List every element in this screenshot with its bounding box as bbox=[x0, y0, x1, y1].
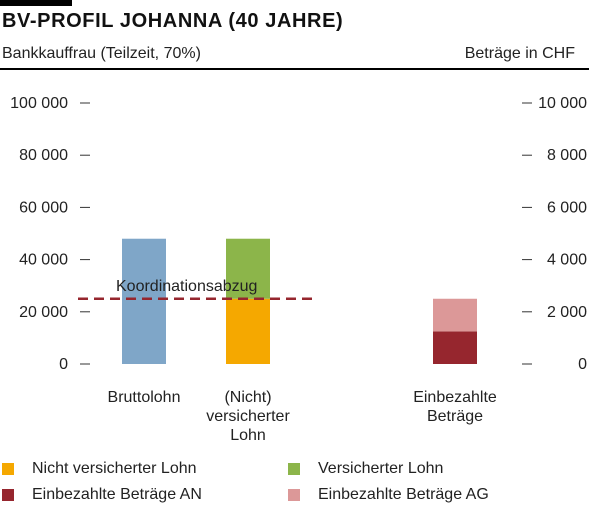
koordinationsabzug-label: Koordinationsabzug bbox=[116, 278, 257, 295]
legend-swatch bbox=[288, 463, 300, 475]
bar-segment bbox=[226, 298, 270, 364]
right-axis-ticks: 10 000 8 000 6 000 4 000 2 000 0 bbox=[522, 95, 587, 373]
legend: Nicht versicherter Lohn Versicherter Lohn… bbox=[0, 458, 589, 508]
legend-item: Versicherter Lohn bbox=[288, 460, 443, 478]
legend-label: Versicherter Lohn bbox=[318, 460, 444, 477]
legend-label: Einbezahlte Beträge AN bbox=[32, 486, 202, 503]
left-tick-label: 0 bbox=[59, 356, 68, 373]
category-label: Beträge bbox=[427, 408, 483, 425]
category-label: (Nicht) bbox=[224, 389, 271, 406]
legend-label: Einbezahlte Beträge AG bbox=[318, 486, 489, 503]
bars bbox=[122, 238, 477, 364]
legend-swatch bbox=[288, 489, 300, 501]
title-accent-bar bbox=[0, 0, 72, 6]
left-tick-label: 80 000 bbox=[19, 147, 68, 164]
category-labels: Bruttolohn (Nicht) versicherter Lohn Einbeza… bbox=[108, 389, 497, 444]
bar-segment bbox=[433, 298, 477, 332]
header-rule bbox=[0, 68, 589, 70]
legend-item: Einbezahlte Beträge AG bbox=[288, 486, 489, 504]
currency-note: Beträge in CHF bbox=[464, 45, 575, 62]
right-tick-label: 0 bbox=[578, 356, 587, 373]
legend-item: Nicht versicherter Lohn bbox=[2, 460, 197, 478]
bar-segment bbox=[433, 331, 477, 364]
legend-item: Einbezahlte Beträge AN bbox=[2, 486, 202, 504]
right-tick-label: 8 000 bbox=[547, 147, 587, 164]
left-tick-label: 40 000 bbox=[19, 252, 68, 269]
chart-subtitle: Bankkauffrau (Teilzeit, 70%) bbox=[2, 45, 201, 62]
left-tick-label: 60 000 bbox=[19, 199, 68, 216]
legend-label: Nicht versicherter Lohn bbox=[32, 460, 197, 477]
chart-title: BV-PROFIL JOHANNA (40 JAHRE) bbox=[2, 10, 344, 32]
category-label: Lohn bbox=[230, 427, 266, 444]
legend-swatch bbox=[2, 489, 14, 501]
left-axis-ticks: 100 000 80 000 60 000 40 000 20 000 0 bbox=[10, 95, 90, 373]
bar-chart: 100 000 80 000 60 000 40 000 20 000 0 10 000 8… bbox=[10, 95, 587, 444]
right-tick-label: 10 000 bbox=[538, 95, 587, 112]
right-tick-label: 6 000 bbox=[547, 199, 587, 216]
bar-segment bbox=[226, 238, 270, 299]
category-label: Einbezahlte bbox=[413, 389, 497, 406]
reference-line-group: Koordinationsabzug bbox=[78, 278, 316, 300]
right-tick-label: 4 000 bbox=[547, 252, 587, 269]
left-tick-label: 100 000 bbox=[10, 95, 68, 112]
bar-segment bbox=[122, 238, 166, 364]
right-tick-label: 2 000 bbox=[547, 304, 587, 321]
left-tick-label: 20 000 bbox=[19, 304, 68, 321]
category-label: Bruttolohn bbox=[108, 389, 181, 406]
category-label: versicherter bbox=[206, 408, 290, 425]
legend-swatch bbox=[2, 463, 14, 475]
